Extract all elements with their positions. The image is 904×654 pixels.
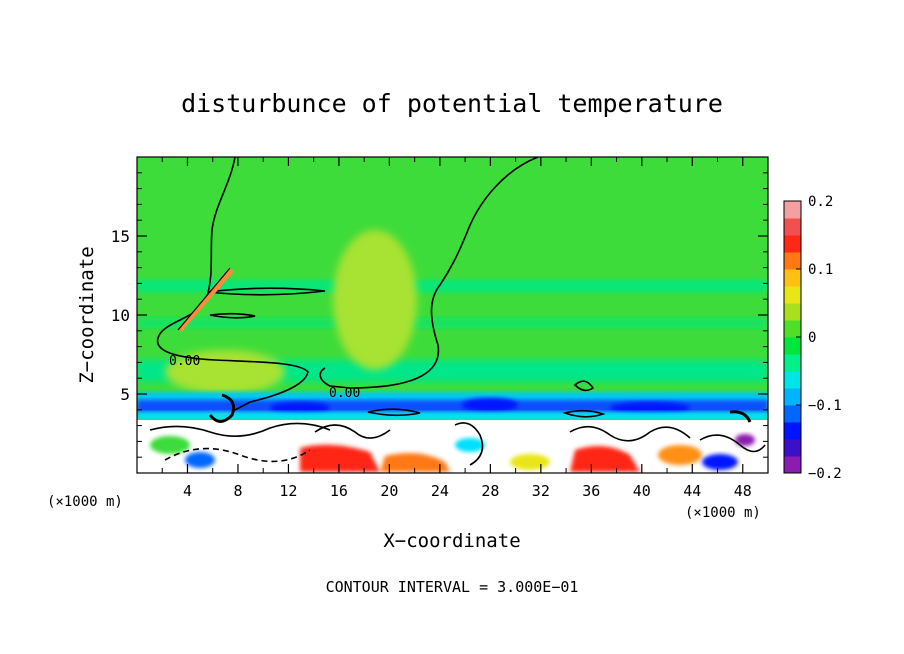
surface-red-patch-1 bbox=[300, 444, 380, 472]
x-unit-left: (×1000 m) bbox=[47, 494, 123, 510]
blue-blob-1 bbox=[270, 402, 330, 414]
colorbar-segment-12 bbox=[784, 252, 801, 270]
heatmap-field: 0.00 0.00 bbox=[137, 157, 768, 473]
x-tick-label-12: 12 bbox=[279, 482, 297, 500]
contour-zero-right bbox=[319, 157, 539, 389]
contour-label-1: 0.00 bbox=[169, 354, 200, 369]
x-tick-label-36: 36 bbox=[582, 482, 600, 500]
x-tick-label-4: 4 bbox=[183, 482, 192, 500]
contour-loop-1 bbox=[207, 287, 326, 296]
surface-yellow-patch bbox=[510, 454, 550, 470]
colorbar bbox=[784, 201, 801, 474]
chart-title: disturbunce of potential temperature bbox=[181, 89, 723, 118]
x-tick-label-44: 44 bbox=[683, 482, 701, 500]
contour-loop-5 bbox=[562, 409, 606, 418]
y-tick-label-10: 10 bbox=[111, 306, 130, 325]
x-tick-label-32: 32 bbox=[532, 482, 550, 500]
colorbar-segment-10 bbox=[784, 286, 801, 304]
x-tick-label-24: 24 bbox=[431, 482, 449, 500]
colorbar-label-0: 0.2 bbox=[808, 194, 833, 210]
contour-surface-4 bbox=[569, 425, 691, 442]
surface-orange-patch-2 bbox=[658, 445, 702, 465]
contour-zero-left bbox=[156, 157, 309, 411]
contour-loop-4 bbox=[573, 380, 595, 392]
surface-blue-patch-2 bbox=[702, 454, 738, 470]
colorbar-segment-1 bbox=[784, 439, 801, 457]
contour-vortex-1 bbox=[208, 393, 236, 423]
colorbar-segment-4 bbox=[784, 388, 801, 406]
colorbar-segment-2 bbox=[784, 422, 801, 440]
blue-blob-3 bbox=[610, 402, 690, 414]
warm-streak bbox=[178, 268, 234, 332]
colorbar-segment-8 bbox=[784, 320, 801, 338]
contour-loop-2 bbox=[209, 312, 256, 319]
contour-surface-2 bbox=[314, 424, 391, 439]
surface-orange-patch-1 bbox=[380, 453, 450, 472]
surface-red-patch-2 bbox=[570, 446, 640, 472]
y-tick-label-15: 15 bbox=[111, 227, 130, 246]
cyan-layer-lower bbox=[137, 412, 768, 420]
colorbar-label-1: 0.1 bbox=[808, 262, 833, 278]
warm-streak-outline bbox=[177, 267, 231, 331]
colorbar-label-4: −0.2 bbox=[808, 466, 842, 482]
x-tick-label-20: 20 bbox=[380, 482, 398, 500]
y-axis: 5 10 15 bbox=[111, 172, 768, 458]
colorbar-label-2: 0 bbox=[808, 330, 816, 346]
contour-vortex-2 bbox=[729, 410, 752, 423]
surface-layer bbox=[137, 420, 768, 473]
x-tick-label-28: 28 bbox=[481, 482, 499, 500]
colorbar-segment-9 bbox=[784, 303, 801, 321]
contour-label-2: 0.00 bbox=[329, 386, 360, 401]
colorbar-segment-11 bbox=[784, 269, 801, 287]
x-axis-title: X−coordinate bbox=[383, 530, 520, 552]
colorbar-segment-14 bbox=[784, 218, 801, 236]
colorbar-segment-5 bbox=[784, 371, 801, 389]
colorbar-segment-7 bbox=[784, 337, 801, 355]
colorbar-segment-0 bbox=[784, 456, 801, 474]
colorbar-segment-3 bbox=[784, 405, 801, 423]
y-axis-title: Z−coordinate bbox=[76, 246, 98, 383]
contour-surface-5 bbox=[699, 434, 766, 453]
contour-surface-3 bbox=[454, 422, 484, 466]
x-tick-label-16: 16 bbox=[330, 482, 348, 500]
colorbar-segment-15 bbox=[784, 201, 801, 219]
warm-plume-center bbox=[333, 230, 417, 370]
contour-surface-dashed bbox=[164, 447, 311, 463]
surface-blue-patch-1 bbox=[185, 452, 215, 468]
contour-surface-1 bbox=[149, 422, 331, 437]
surface-purple-patch bbox=[735, 434, 755, 446]
x-tick-label-40: 40 bbox=[633, 482, 651, 500]
surface-green-patch bbox=[150, 436, 190, 454]
x-tick-label-48: 48 bbox=[734, 482, 752, 500]
blue-blob-2 bbox=[462, 398, 518, 412]
colorbar-segment-6 bbox=[784, 354, 801, 372]
contour-loop-3 bbox=[367, 408, 421, 417]
x-unit-right: (×1000 m) bbox=[685, 505, 761, 521]
colorbar-ticks: 0.2 0.1 0 −0.1 −0.2 bbox=[796, 194, 842, 482]
contour-lines bbox=[149, 157, 766, 466]
band-mid bbox=[137, 318, 768, 328]
y-tick-label-5: 5 bbox=[120, 385, 130, 404]
x-tick-label-8: 8 bbox=[233, 482, 242, 500]
x-axis: 4 8 12 16 20 24 28 32 36 40 44 48 bbox=[161, 157, 752, 500]
colorbar-label-3: −0.1 bbox=[808, 398, 842, 414]
colorbar-segment-13 bbox=[784, 235, 801, 253]
contour-interval-note: CONTOUR INTERVAL = 3.000E−01 bbox=[326, 578, 579, 596]
surface-cyan-patch bbox=[455, 438, 485, 452]
